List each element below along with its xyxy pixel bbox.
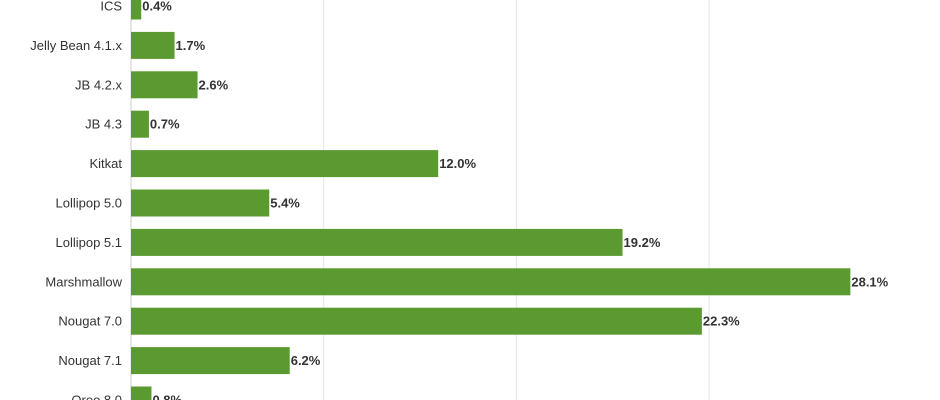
bar-2 (131, 71, 198, 99)
value-label-5: 5.4% (270, 196, 300, 211)
category-label-10: Oreo 8.0 (71, 393, 122, 400)
category-label-5: Lollipop 5.0 (56, 196, 123, 211)
value-label-10: 0.8% (152, 393, 182, 400)
value-label-1: 1.7% (176, 38, 206, 53)
bar-5 (131, 189, 270, 217)
value-label-0: 0.4% (142, 0, 172, 14)
value-label-6: 19.2% (624, 235, 661, 250)
gridlines (323, 0, 710, 400)
category-label-3: JB 4.3 (85, 117, 122, 132)
bar-6 (131, 228, 623, 256)
bar-0 (131, 0, 142, 20)
value-labels: 0.4% 1.7% 2.6% 0.7% 12.0% 5.4% 19.2% 28.1% 22.3%… (142, 0, 888, 400)
category-label-8: Nougat 7.0 (58, 314, 122, 329)
value-label-4: 12.0% (439, 156, 476, 171)
value-label-7: 28.1% (851, 274, 888, 289)
bar-3 (131, 110, 149, 138)
category-label-9: Nougat 7.1 (58, 353, 122, 368)
bar-9 (131, 347, 290, 375)
bar-8 (131, 307, 702, 335)
category-label-4: Kitkat (89, 156, 122, 171)
bar-4 (131, 150, 439, 178)
value-label-3: 0.7% (150, 117, 180, 132)
category-label-0: ICS (100, 0, 122, 14)
bars (131, 0, 851, 400)
bar-1 (131, 31, 175, 59)
value-label-9: 6.2% (291, 353, 321, 368)
bar-10 (131, 386, 152, 400)
category-label-1: Jelly Bean 4.1.x (30, 38, 122, 53)
category-label-6: Lollipop 5.1 (56, 235, 123, 250)
value-label-2: 2.6% (199, 77, 229, 92)
category-label-7: Marshmallow (45, 274, 122, 289)
category-label-2: JB 4.2.x (75, 77, 122, 92)
value-label-8: 22.3% (703, 314, 740, 329)
bar-7 (131, 268, 851, 296)
category-labels: ICS Jelly Bean 4.1.x JB 4.2.x JB 4.3 Kitkat L… (30, 0, 122, 400)
